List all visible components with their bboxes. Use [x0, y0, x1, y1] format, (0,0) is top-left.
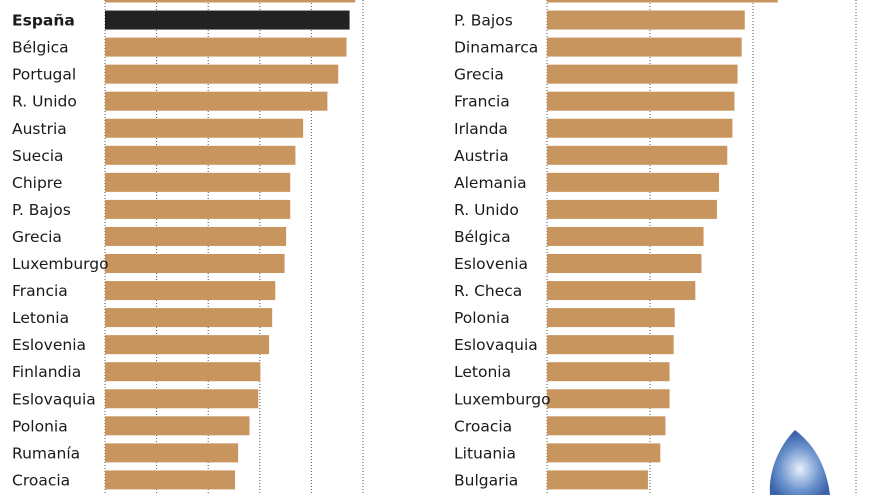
bar	[105, 335, 270, 355]
bar	[547, 64, 738, 84]
category-label: Grecia	[454, 66, 504, 84]
bar	[105, 362, 261, 382]
bar	[105, 64, 339, 84]
bar	[105, 199, 291, 219]
category-label: Letonia	[12, 309, 69, 327]
bar	[547, 254, 702, 273]
category-label: Eslovenia	[12, 336, 86, 354]
category-label: Francia	[12, 282, 68, 300]
bar	[547, 172, 720, 192]
bar	[105, 470, 236, 490]
category-label: Alemania	[454, 174, 527, 192]
bar	[105, 281, 276, 301]
category-label: Dinamarca	[454, 39, 538, 57]
bar	[547, 443, 661, 463]
bar	[105, 0, 356, 3]
bar	[547, 10, 745, 30]
category-label: Bélgica	[12, 39, 69, 57]
category-label: Austria	[454, 147, 509, 165]
category-label: Lituania	[454, 444, 516, 462]
category-label: Bélgica	[454, 228, 511, 246]
bar	[547, 389, 670, 409]
category-label: Bulgaria	[454, 471, 518, 489]
category-label: Grecia	[12, 228, 62, 246]
bar	[105, 91, 328, 111]
bar	[105, 308, 273, 328]
category-label: Finlandia	[12, 363, 81, 381]
bar	[547, 335, 674, 355]
bar	[547, 0, 778, 3]
bar	[547, 226, 704, 246]
category-label: Letonia	[454, 363, 511, 381]
bar	[105, 416, 250, 436]
category-label: Eslovenia	[454, 255, 528, 273]
category-label: Portugal	[12, 66, 76, 84]
category-label: P. Bajos	[12, 201, 71, 219]
bar	[547, 416, 666, 436]
bar	[547, 308, 675, 328]
bar	[547, 362, 670, 382]
bar	[105, 118, 304, 138]
category-label: Suecia	[12, 147, 64, 165]
category-label: R. Unido	[12, 93, 77, 111]
category-label: Francia	[454, 93, 510, 111]
category-label: Polonia	[454, 309, 510, 327]
bar	[105, 443, 239, 463]
category-label: Polonia	[12, 417, 68, 435]
bar	[547, 281, 696, 301]
category-label: Rumanía	[12, 444, 80, 462]
bar	[547, 91, 735, 111]
bar	[105, 226, 287, 246]
bar	[105, 254, 285, 273]
category-label: Croacia	[12, 471, 70, 489]
bar	[105, 10, 350, 30]
bar	[105, 389, 259, 409]
bar	[547, 118, 733, 138]
plot-layer: España Bélgica Portugal R. Unido Austria Suec…	[12, 0, 857, 495]
category-label: Eslovaquia	[12, 390, 96, 408]
bar	[547, 37, 742, 57]
category-label: R. Unido	[454, 201, 519, 219]
bar	[547, 470, 648, 490]
category-label: Croacia	[454, 417, 512, 435]
category-label: Irlanda	[454, 120, 508, 138]
category-label: España	[12, 12, 75, 30]
category-label: R. Checa	[454, 282, 522, 300]
category-label: P. Bajos	[454, 12, 513, 30]
bar	[105, 145, 296, 165]
decoration	[769, 430, 830, 495]
bar	[105, 37, 347, 57]
category-label: Eslovaquia	[454, 336, 538, 354]
category-label: Luxemburgo	[454, 390, 551, 408]
category-label: Austria	[12, 120, 67, 138]
bar	[547, 199, 717, 219]
category-label: Luxemburgo	[12, 255, 109, 273]
bar	[105, 172, 291, 192]
category-label: Chipre	[12, 174, 62, 192]
bar	[547, 145, 728, 165]
